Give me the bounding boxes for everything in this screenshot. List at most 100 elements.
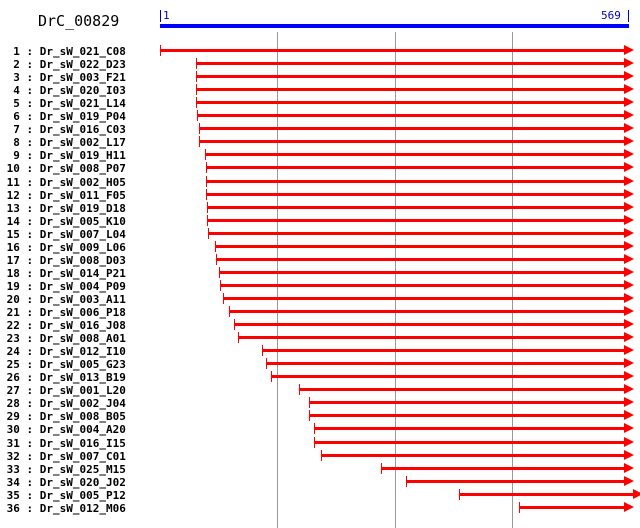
alignment-track[interactable] <box>195 57 634 70</box>
arrow-head-icon <box>623 253 634 264</box>
arrow-head-icon <box>623 84 634 95</box>
alignment-track[interactable] <box>205 175 634 188</box>
arrow-head-icon <box>623 240 634 251</box>
track-line <box>381 466 624 470</box>
track-line <box>195 62 624 66</box>
alignment-track[interactable] <box>222 292 634 305</box>
alignment-track[interactable] <box>208 227 634 240</box>
row-label: 7 : Dr_sW_016_C03 <box>0 123 126 137</box>
arrow-head-icon <box>623 214 634 225</box>
alignment-track[interactable] <box>262 344 634 357</box>
row-label: 33 : Dr_sW_025_M15 <box>0 462 126 476</box>
ruler-bar <box>160 24 629 28</box>
arrow-head-icon <box>623 227 634 238</box>
arrow-head-icon <box>623 175 634 186</box>
alignment-track[interactable] <box>271 370 634 383</box>
track-line <box>199 140 624 144</box>
row-label: 20 : Dr_sW_003_A11 <box>0 292 126 306</box>
track-line <box>405 479 624 483</box>
track-line <box>237 336 624 340</box>
alignment-track[interactable] <box>229 305 634 318</box>
alignment-track[interactable] <box>298 383 634 396</box>
alignment-track[interactable] <box>214 240 634 253</box>
track-line <box>204 153 624 157</box>
alignment-track[interactable] <box>220 279 634 292</box>
track-line <box>519 505 624 509</box>
alignment-track[interactable] <box>218 266 634 279</box>
arrow-head-icon <box>623 201 634 212</box>
arrow-head-icon <box>623 358 634 369</box>
track-line <box>195 101 624 105</box>
track-line <box>229 310 624 313</box>
alignment-track[interactable] <box>195 70 634 83</box>
alignment-track[interactable] <box>195 96 634 109</box>
arrow-head-icon <box>623 397 634 408</box>
row-label: 11 : Dr_sW_002_H05 <box>0 175 126 189</box>
row-label: 8 : Dr_sW_002_L17 <box>0 136 126 150</box>
track-line <box>320 453 624 457</box>
track-line <box>233 323 624 327</box>
track-line <box>218 270 624 274</box>
track-line <box>309 414 624 418</box>
alignment-track[interactable] <box>205 188 634 201</box>
row-label: 5 : Dr_sW_021_L14 <box>0 97 126 111</box>
arrow-head-icon <box>623 266 634 277</box>
row-label: 35 : Dr_sW_005_P12 <box>0 488 126 502</box>
gene-title: DrC_00829 <box>38 12 120 30</box>
alignment-track[interactable] <box>233 318 634 331</box>
alignment-track[interactable] <box>308 396 634 409</box>
row-label: 28 : Dr_sW_002_J04 <box>0 397 126 411</box>
alignment-track[interactable] <box>237 331 634 344</box>
arrow-head-icon <box>623 410 634 421</box>
gridline <box>395 32 396 528</box>
alignment-track[interactable] <box>196 109 634 122</box>
alignment-track[interactable] <box>381 462 634 475</box>
row-label: 6 : Dr_sW_019_P04 <box>0 110 126 124</box>
alignment-track[interactable] <box>199 122 634 135</box>
track-line <box>220 283 624 287</box>
alignment-track[interactable] <box>313 436 634 449</box>
alignment-track[interactable] <box>195 83 634 96</box>
alignment-track[interactable] <box>405 475 634 488</box>
alignment-track[interactable] <box>266 357 634 370</box>
alignment-track[interactable] <box>313 422 634 435</box>
arrow-head-icon <box>623 292 634 303</box>
track-line <box>214 244 624 248</box>
alignment-track[interactable] <box>206 201 634 214</box>
alignment-track[interactable] <box>309 409 634 422</box>
row-label: 10 : Dr_sW_008_P07 <box>0 162 126 176</box>
ruler-start-label: 1 <box>163 9 170 22</box>
track-line <box>199 127 624 131</box>
track-line <box>206 205 624 209</box>
arrow-head-icon <box>623 58 634 69</box>
row-label: 30 : Dr_sW_004_A20 <box>0 423 126 437</box>
arrow-head-icon <box>623 319 634 330</box>
ruler-end-label: 569 <box>601 9 621 22</box>
alignment-track[interactable] <box>215 253 634 266</box>
row-label: 27 : Dr_sW_001_L20 <box>0 384 126 398</box>
alignment-track[interactable] <box>207 214 634 227</box>
arrow-head-icon <box>623 162 634 173</box>
alignment-track[interactable] <box>204 148 634 161</box>
track-line <box>205 166 624 170</box>
track-line <box>266 362 624 366</box>
arrow-head-icon <box>623 136 634 147</box>
arrow-head-icon <box>623 475 634 486</box>
track-line <box>195 88 624 92</box>
track-line <box>222 296 624 300</box>
alignment-track[interactable] <box>199 135 634 148</box>
row-label: 31 : Dr_sW_016_I15 <box>0 436 126 450</box>
row-label: 34 : Dr_sW_020_J02 <box>0 475 126 489</box>
track-line <box>262 349 624 353</box>
alignment-track[interactable] <box>205 161 634 174</box>
alignment-track[interactable] <box>458 488 640 501</box>
track-line <box>298 388 624 392</box>
alignment-track[interactable] <box>160 44 634 57</box>
track-line <box>313 427 624 431</box>
arrow-head-icon <box>623 371 634 382</box>
alignment-track[interactable] <box>519 501 634 514</box>
row-label: 22 : Dr_sW_016_J08 <box>0 319 126 333</box>
track-line <box>205 192 624 196</box>
row-label: 26 : Dr_sW_013_B19 <box>0 371 126 385</box>
alignment-track[interactable] <box>320 449 634 462</box>
